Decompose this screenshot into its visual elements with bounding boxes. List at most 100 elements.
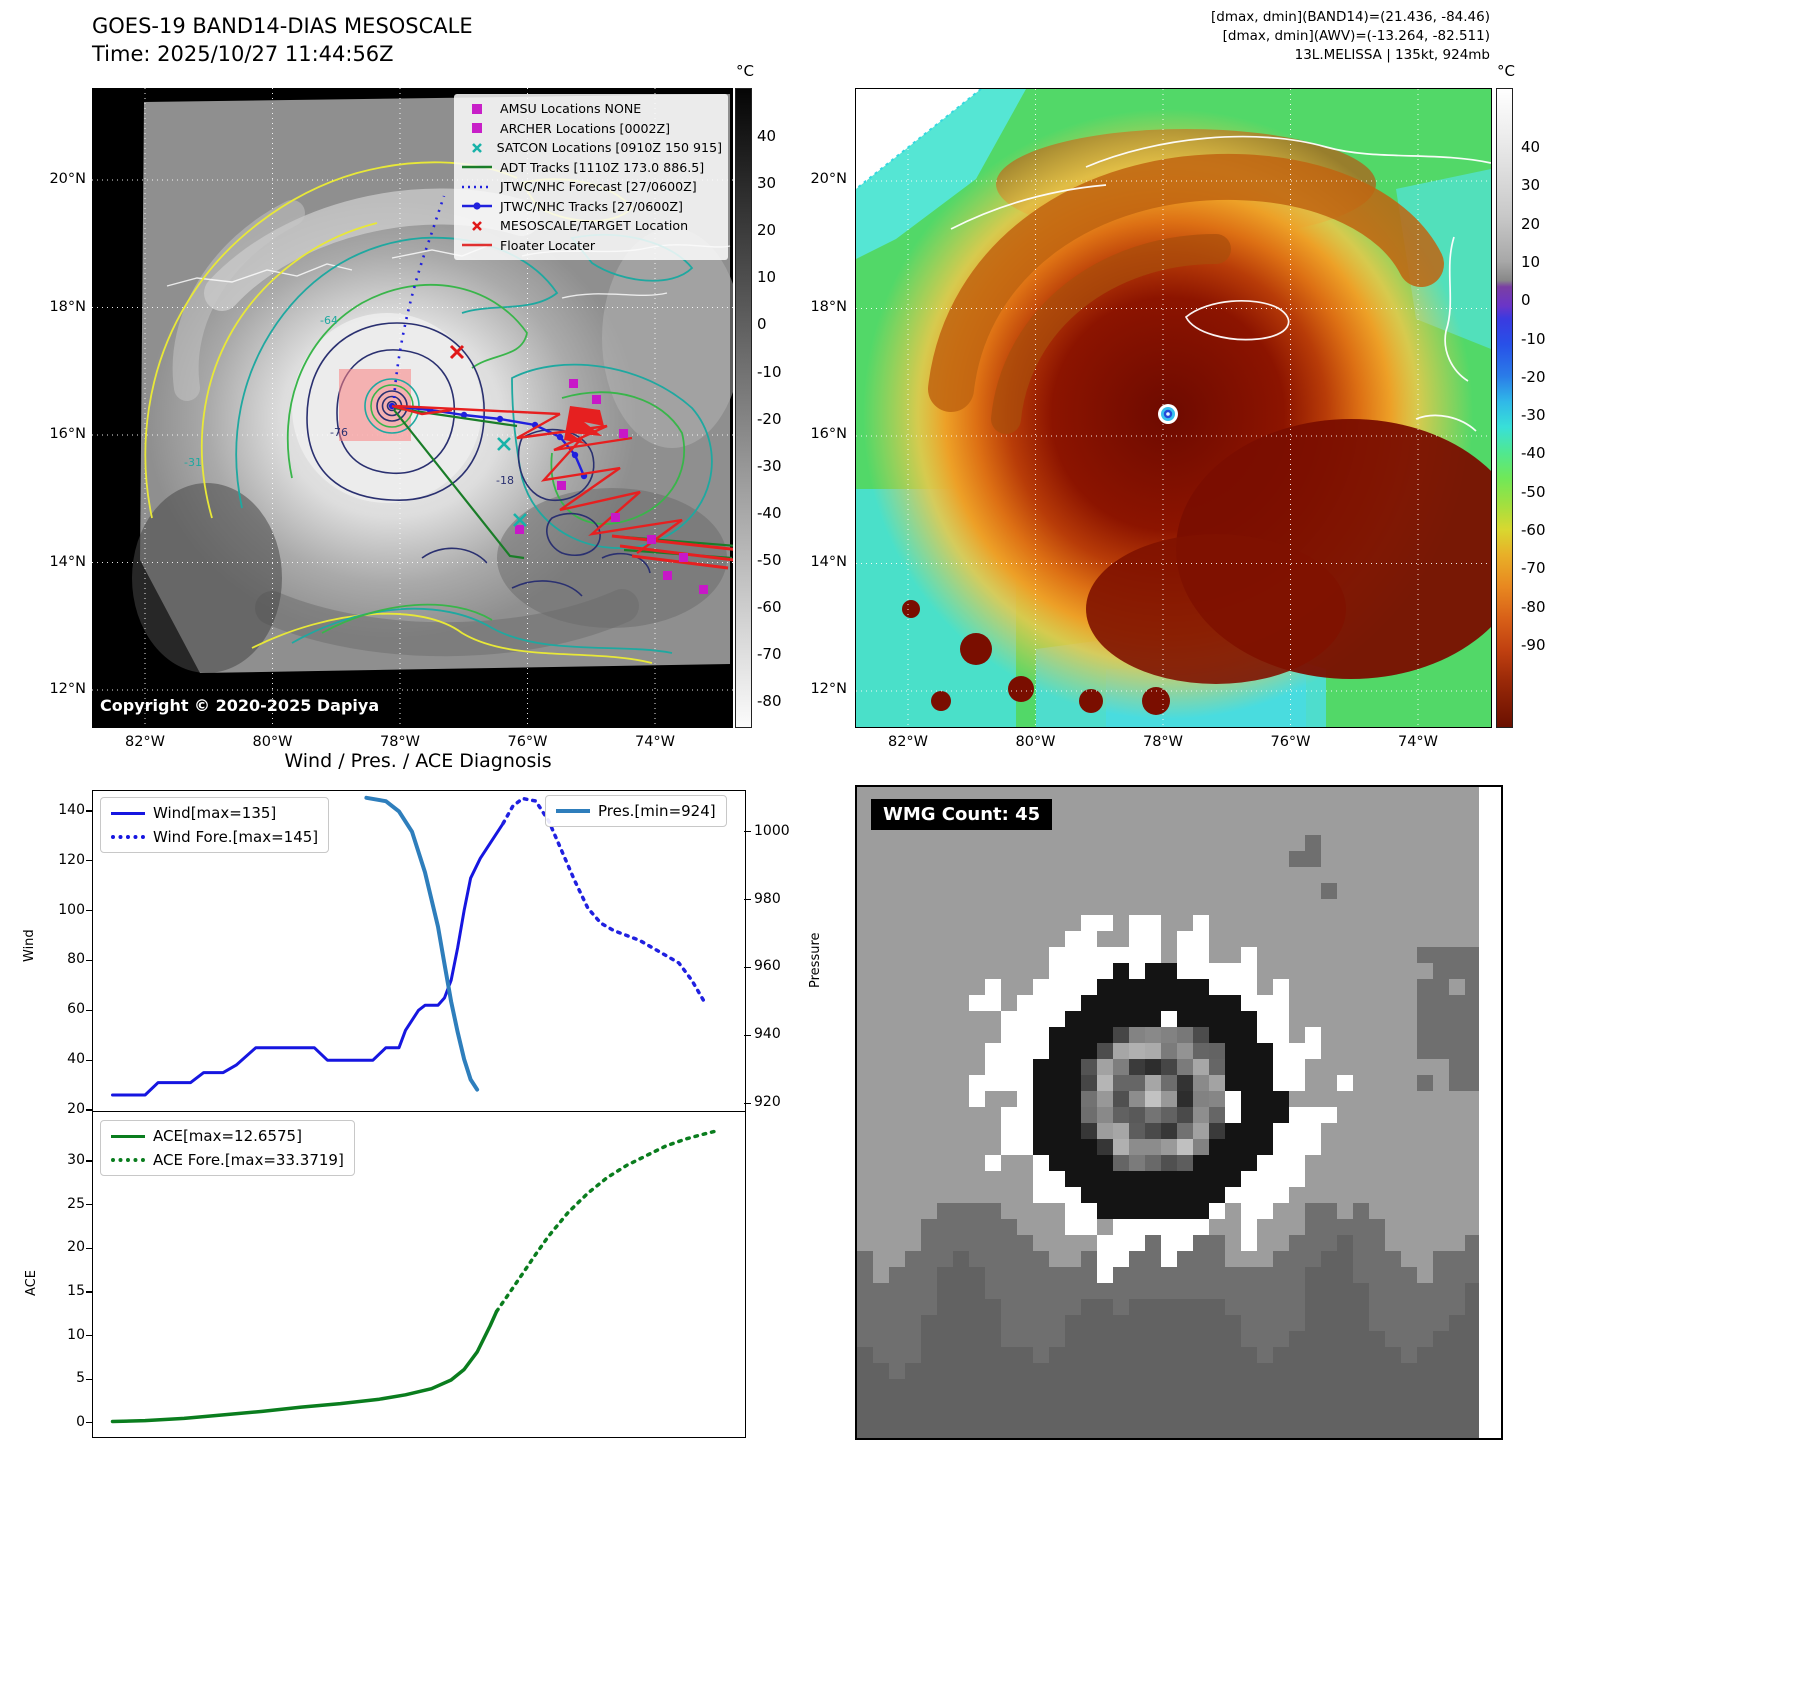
band14-title: GOES-19 BAND14-DIAS MESOSCALE [92, 14, 473, 38]
line-marker-icon [462, 243, 492, 247]
ace-line-sample [111, 1134, 145, 1138]
lat-tick: 12°N [810, 681, 847, 697]
colorbar-tick: -70 [1521, 559, 1546, 578]
tick-mark [86, 1247, 93, 1249]
wmg-microwave-image [857, 787, 1479, 1438]
colorbar-tick: 40 [757, 127, 777, 145]
contour-label: -76 [330, 426, 348, 439]
colorbar-tick: -30 [757, 456, 782, 475]
legend-item: SATCON Locations [0910Z 150 915] [460, 138, 722, 158]
colorbar-tick: 30 [1521, 176, 1541, 195]
amsu-archer-markers [515, 379, 708, 594]
lon-tick: 74°W [1397, 734, 1439, 750]
tick-mark [86, 1009, 93, 1011]
lon-tick: 74°W [634, 734, 676, 750]
tick-mark [86, 959, 93, 962]
storm-status: 13L.MELISSA | 135kt, 924mb [1294, 47, 1490, 63]
legend-item: Pres.[min=924] [556, 802, 716, 820]
legend-item: ADT Tracks [1110Z 173.0 886.5] [460, 158, 722, 178]
contour-label: -31 [184, 456, 202, 469]
contour-label: -64 [320, 314, 338, 327]
legend-label: SATCON Locations [0910Z 150 915] [496, 140, 722, 156]
colorbar-tick: 0 [1521, 291, 1531, 310]
y-axis-tick: 120 [58, 851, 85, 868]
lon-tick: 76°W [507, 734, 548, 750]
pressure-line-sample [556, 809, 590, 813]
square-marker-icon [472, 123, 482, 134]
legend-item: ARCHER Locations [0002Z] [460, 119, 722, 139]
tick-mark [744, 1102, 751, 1104]
dotted-marker-icon [462, 185, 492, 189]
square-marker-icon [472, 103, 482, 114]
y-axis-tick: 15 [67, 1282, 85, 1299]
legend-label: ACE Fore.[max=33.3719] [153, 1151, 344, 1169]
colorbar-tick: -80 [757, 692, 782, 711]
grid-lines [856, 89, 1491, 727]
lon-tick: 80°W [1015, 734, 1056, 750]
legend-item: JTWC/NHC Tracks [27/0600Z] [460, 197, 722, 217]
legend-item: Floater Locater [460, 236, 722, 256]
lat-tick: 16°N [810, 426, 847, 442]
awv-colorbar [1496, 88, 1513, 728]
colorbar-tick: 20 [1521, 214, 1541, 233]
y-axis-tick: 20 [67, 1239, 85, 1256]
y-axis-tick: 20 [67, 1101, 85, 1117]
awv-colorbar-unit: °C [1497, 62, 1515, 80]
colorbar-tick: -20 [757, 409, 782, 428]
legend-label: ADT Tracks [1110Z 173.0 886.5] [500, 159, 705, 175]
colorbar-tick: -60 [757, 598, 782, 616]
legend-item: Wind Fore.[max=145] [111, 828, 318, 846]
legend-item: MESOSCALE/TARGET Location [460, 216, 722, 236]
lon-tick: 82°W [887, 734, 929, 750]
tick-mark [86, 1291, 93, 1293]
tick-mark [86, 1059, 93, 1061]
floater-tracks [391, 404, 733, 570]
wind-line-sample [111, 811, 145, 815]
contour-label: -18 [496, 474, 514, 487]
lat-tick: 18°N [810, 298, 847, 315]
legend-item: ACE Fore.[max=33.3719] [111, 1151, 344, 1169]
legend-label: MESOSCALE/TARGET Location [500, 218, 689, 234]
wind-axis-label: Wind [22, 929, 37, 962]
colorbar-tick: -30 [1521, 406, 1546, 425]
y-axis-tick: 25 [67, 1195, 85, 1212]
lat-tick: 12°N [49, 681, 86, 697]
legend-label: ACE[max=12.6575] [153, 1127, 302, 1145]
legend-label: Wind Fore.[max=145] [153, 828, 319, 846]
y-axis-tick: 40 [67, 1051, 85, 1068]
tick-mark [744, 831, 751, 833]
dmax-dmin-band14: [dmax, dmin](BAND14)=(21.436, -84.46) [1210, 9, 1490, 25]
tick-mark [86, 1204, 93, 1206]
lon-tick: 80°W [252, 734, 293, 750]
tick-mark [86, 860, 93, 862]
tick-mark [744, 898, 751, 901]
colorbar-tick: 40 [1521, 138, 1541, 156]
legend-label: JTWC/NHC Tracks [27/0600Z] [500, 198, 683, 214]
legend-item: ACE[max=12.6575] [111, 1127, 344, 1145]
colorbar-tick: -70 [757, 645, 782, 664]
y-axis-tick: 30 [67, 1152, 85, 1168]
y-axis-tick: 100 [58, 901, 85, 918]
lat-tick: 14°N [810, 553, 847, 570]
ace-forecast-line-sample [111, 1158, 145, 1162]
lat-tick: 18°N [49, 298, 86, 315]
colorbar-tick: -40 [757, 503, 782, 522]
lon-tick: 78°W [1142, 734, 1184, 750]
lon-tick: 78°W [379, 734, 421, 750]
tick-mark [86, 1335, 93, 1337]
coastlines [950, 135, 1491, 432]
lon-tick: 76°W [1270, 734, 1311, 750]
colorbar-tick: -80 [1521, 597, 1546, 616]
legend-label: Wind[max=135] [153, 804, 277, 822]
legend-label: ARCHER Locations [0002Z] [500, 120, 671, 136]
awv-satellite-image [856, 89, 1491, 727]
diagnosis-title: Wind / Pres. / ACE Diagnosis [284, 750, 552, 772]
colorbar-tick: -60 [1521, 521, 1546, 539]
colorbar-tick: -10 [757, 362, 782, 381]
colorbar-tick: 10 [1521, 252, 1541, 271]
colorbar-tick: 30 [757, 174, 777, 193]
satcon-markers [497, 437, 527, 527]
legend-label: Floater Locater [500, 237, 596, 253]
tick-mark [86, 1109, 93, 1111]
